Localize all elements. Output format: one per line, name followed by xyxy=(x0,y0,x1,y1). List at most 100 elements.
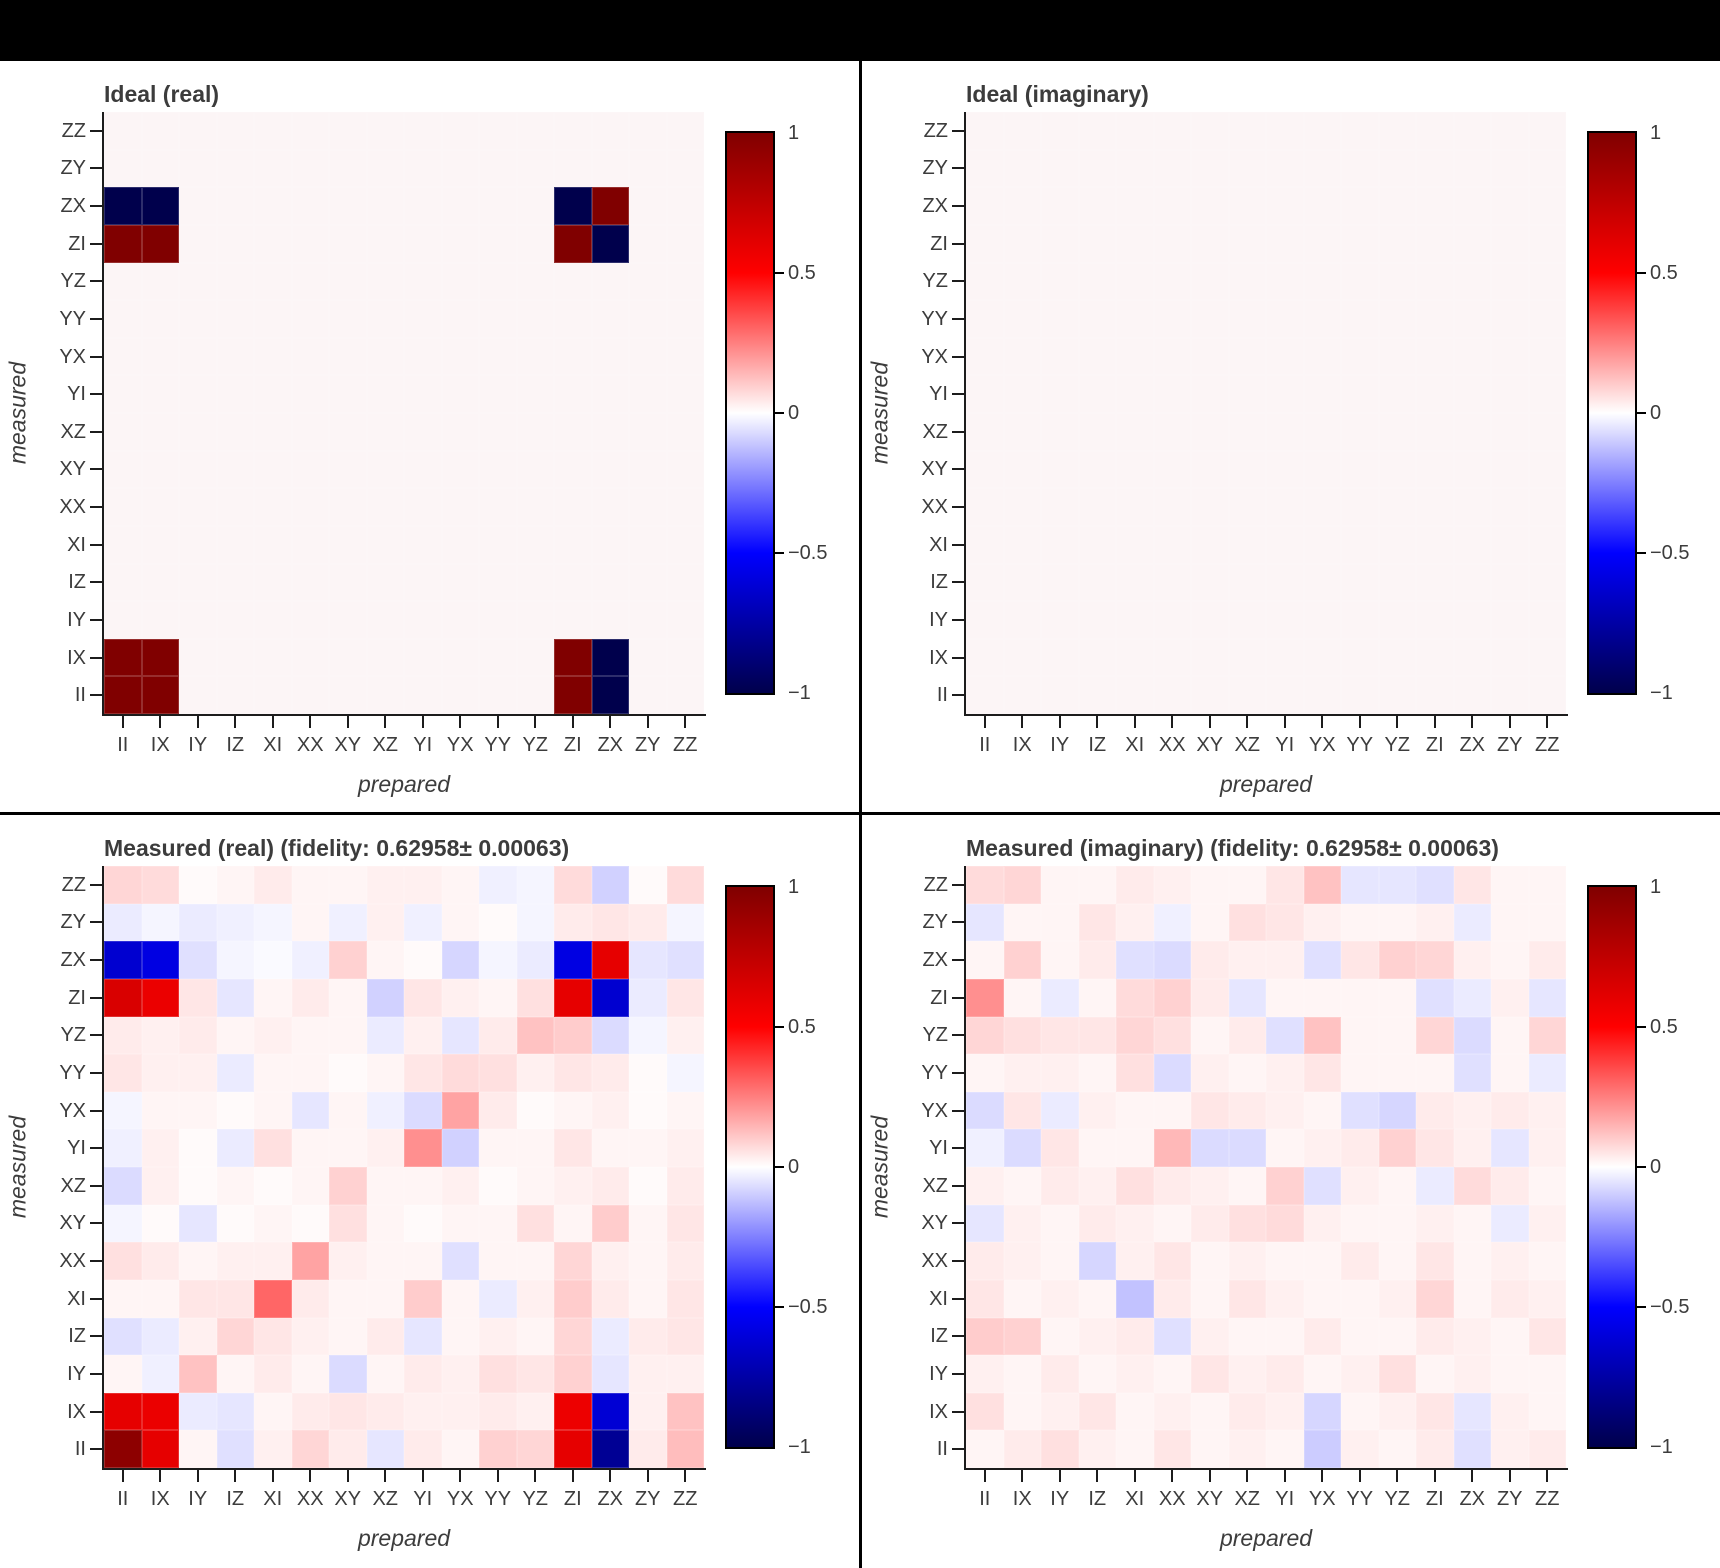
heatmap-cell xyxy=(1491,601,1529,639)
heatmap-cell xyxy=(1304,564,1342,602)
heatmap-cell xyxy=(1454,564,1492,602)
heatmap-cell xyxy=(1454,639,1492,677)
heatmap-cell xyxy=(329,1129,367,1167)
heatmap-cell xyxy=(1003,1430,1041,1468)
y-tick-mark xyxy=(90,1335,102,1338)
heatmap-cell xyxy=(1191,1317,1229,1356)
heatmap-cell xyxy=(554,263,592,301)
colorbar-tick-mark xyxy=(1637,1306,1646,1308)
heatmap-cell xyxy=(1041,866,1079,904)
heatmap-cell xyxy=(217,564,255,602)
heatmap-cell xyxy=(441,1430,479,1468)
colorbar-tick-label: −0.5 xyxy=(1650,542,1690,564)
heatmap-cell xyxy=(329,1392,367,1431)
x-tick-mark xyxy=(1396,716,1399,728)
heatmap-cell xyxy=(1453,941,1491,979)
heatmap-cell xyxy=(1228,1016,1266,1055)
y-tick-label: XZ xyxy=(922,1174,948,1197)
heatmap-cell xyxy=(104,187,142,225)
x-tick-label: ZX xyxy=(597,734,624,756)
heatmap-cell xyxy=(629,1279,667,1318)
heatmap-cell xyxy=(1116,150,1154,188)
heatmap-cell xyxy=(104,338,142,376)
heatmap-cell xyxy=(104,1430,142,1468)
heatmap-cell xyxy=(629,413,667,451)
colorbar xyxy=(1587,885,1637,1449)
heatmap-cell xyxy=(329,1242,367,1280)
y-tick-mark xyxy=(90,242,102,245)
y-tick-mark xyxy=(90,656,102,659)
heatmap-cell xyxy=(141,1392,179,1431)
heatmap-cell xyxy=(1266,1204,1304,1243)
heatmap-cell xyxy=(1041,601,1079,639)
heatmap-cell xyxy=(1378,1204,1416,1243)
y-tick-label: ZX xyxy=(60,195,86,218)
heatmap-cell xyxy=(479,564,517,602)
panel-measured-real: Measured (real) (fidelity: 0.62958± 0.00… xyxy=(0,815,858,1566)
heatmap-cell xyxy=(1303,1167,1341,1205)
heatmap-cell xyxy=(479,413,517,451)
heatmap-cell xyxy=(104,1279,142,1318)
heatmap-cell xyxy=(404,564,442,602)
colorbar-tick-label: 0.5 xyxy=(788,262,816,284)
heatmap-cell xyxy=(1041,112,1079,150)
heatmap-cell xyxy=(1003,1054,1041,1092)
heatmap-cell xyxy=(554,1392,592,1431)
heatmap-cell xyxy=(591,1392,629,1431)
heatmap-cell xyxy=(1116,225,1154,263)
x-tick-mark xyxy=(571,716,574,728)
heatmap-cell xyxy=(629,1355,667,1393)
heatmap-cell xyxy=(629,1204,667,1243)
heatmap-cell xyxy=(1453,1392,1491,1431)
heatmap-cell xyxy=(966,150,1004,188)
heatmap-cell xyxy=(404,978,442,1017)
heatmap-cell xyxy=(1116,1392,1154,1431)
heatmap-cell xyxy=(1041,978,1079,1017)
heatmap-cell xyxy=(629,676,667,714)
heatmap-cell xyxy=(1454,263,1492,301)
heatmap-cell xyxy=(1004,225,1042,263)
heatmap-cell xyxy=(254,526,292,564)
heatmap-cell xyxy=(966,1016,1004,1055)
heatmap-cell xyxy=(516,1054,554,1092)
heatmap-cell xyxy=(591,1016,629,1055)
heatmap-cell xyxy=(1191,941,1229,979)
x-tick-label: IX xyxy=(150,734,170,756)
heatmap-cell xyxy=(329,488,367,526)
heatmap-cell xyxy=(141,638,179,677)
heatmap-cell xyxy=(292,676,330,714)
heatmap-cell xyxy=(1491,1016,1529,1055)
heatmap-cell xyxy=(104,1129,142,1167)
heatmap-cell xyxy=(404,187,442,225)
heatmap-cell xyxy=(441,1129,479,1167)
heatmap-cell xyxy=(329,187,367,225)
heatmap-cell xyxy=(1416,866,1454,904)
heatmap-cell xyxy=(1529,413,1567,451)
colorbar-tick-mark xyxy=(775,1166,784,1168)
heatmap-cell xyxy=(1154,263,1192,301)
heatmap-cell xyxy=(441,1317,479,1356)
y-tick-label: XI xyxy=(929,533,948,556)
heatmap-cell xyxy=(1004,263,1042,301)
heatmap-cell xyxy=(1079,676,1117,714)
heatmap-cell xyxy=(441,1016,479,1055)
heatmap-cell xyxy=(1529,375,1567,413)
heatmap-cell xyxy=(404,112,442,150)
heatmap-cell xyxy=(442,375,480,413)
heatmap-cell xyxy=(1228,1242,1266,1280)
colorbar-tick-label: 0 xyxy=(788,1156,800,1178)
heatmap-cell xyxy=(1191,263,1229,301)
heatmap-cell xyxy=(1266,1355,1304,1393)
heatmap-cell xyxy=(329,1016,367,1055)
heatmap-cell xyxy=(1041,1129,1079,1167)
heatmap-cell xyxy=(142,451,180,489)
heatmap-cell xyxy=(1341,1392,1379,1431)
heatmap-cell xyxy=(1453,1016,1491,1055)
heatmap-cell xyxy=(1266,1129,1304,1167)
heatmap-cell xyxy=(291,1204,329,1243)
heatmap-cell xyxy=(141,1129,179,1167)
heatmap-cell xyxy=(1116,1279,1154,1318)
heatmap-cell xyxy=(179,1054,217,1092)
heatmap-cell xyxy=(217,375,255,413)
y-tick-mark xyxy=(952,694,964,697)
